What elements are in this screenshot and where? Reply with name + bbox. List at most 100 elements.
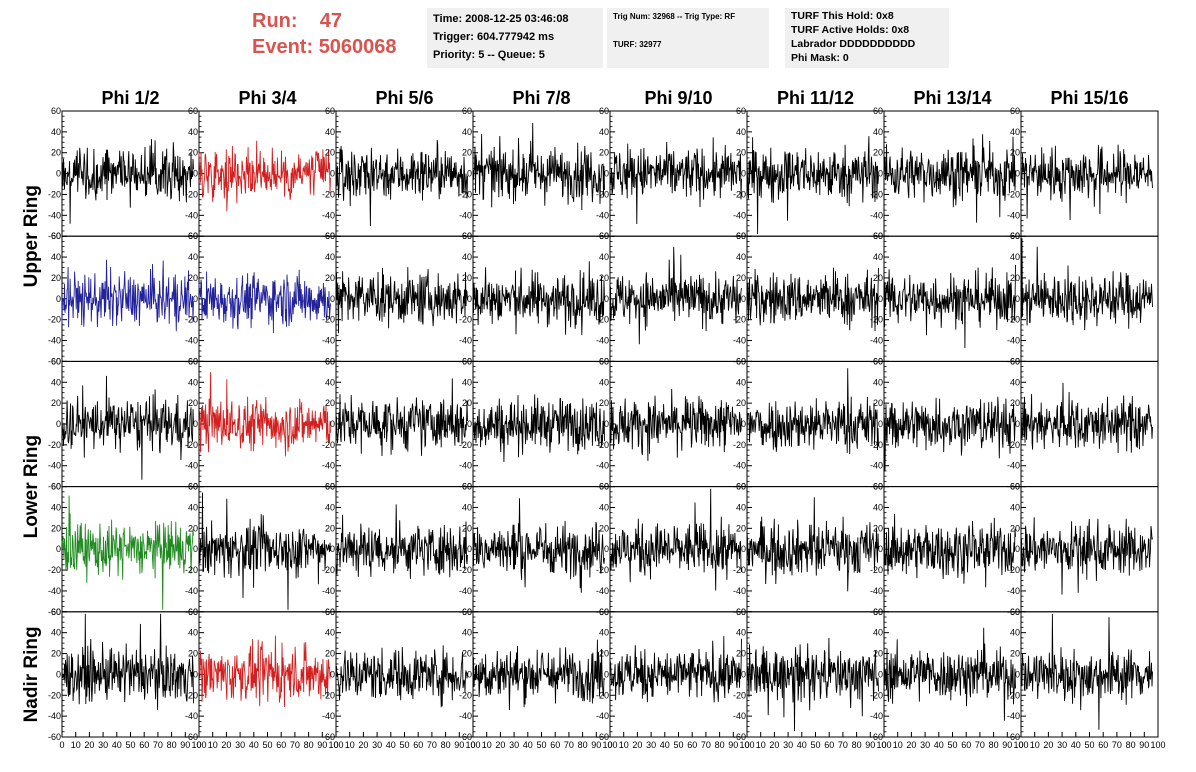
x-tick-label: 30: [783, 740, 793, 750]
x-tick-label: 60: [276, 740, 286, 750]
y-tick-label: 20: [462, 523, 472, 533]
y-tick-label: -40: [733, 711, 746, 721]
x-tick-label: 20: [1043, 740, 1053, 750]
y-tick-label: -40: [596, 586, 609, 596]
y-tick-label: -20: [733, 189, 746, 199]
y-tick-label: -20: [185, 189, 198, 199]
y-tick-label: -40: [48, 461, 61, 471]
y-tick-label: 40: [736, 252, 746, 262]
y-tick-label: -40: [733, 210, 746, 220]
y-tick-label: 20: [873, 523, 883, 533]
y-tick-label: 20: [1010, 649, 1020, 659]
x-tick-label: 90: [1002, 740, 1012, 750]
event-line: Event: 5060068: [252, 34, 397, 60]
x-tick-label: 20: [906, 740, 916, 750]
x-tick-label: 60: [961, 740, 971, 750]
waveform-trace: [609, 137, 742, 225]
priority-queue-text: Priority: 5 -- Queue: 5: [433, 49, 545, 61]
column-header: Phi 7/8: [512, 88, 570, 108]
row-group-label: Nadir Ring: [21, 626, 42, 722]
y-tick-label: -40: [322, 586, 335, 596]
x-tick-label: 90: [317, 740, 327, 750]
y-tick-label: -20: [1007, 690, 1020, 700]
y-tick-label: 60: [51, 356, 61, 366]
x-tick-label: 70: [564, 740, 574, 750]
y-tick-label: -20: [322, 315, 335, 325]
y-tick-label: 0: [467, 544, 472, 554]
y-tick-label: 40: [462, 502, 472, 512]
waveform-trace: [1020, 613, 1153, 730]
waveform-trace: [335, 645, 468, 708]
waveform-trace: [609, 246, 742, 345]
x-tick-label: 100: [1013, 740, 1028, 750]
labrador-text: Labrador DDDDDDDDDD: [791, 38, 916, 50]
x-tick-label: 40: [797, 740, 807, 750]
y-tick-label: 0: [193, 169, 198, 179]
y-tick-label: 40: [188, 377, 198, 387]
y-tick-label: 40: [873, 127, 883, 137]
y-tick-label: 60: [1010, 356, 1020, 366]
y-tick-label: 40: [736, 628, 746, 638]
y-tick-label: 60: [873, 231, 883, 241]
x-tick-label: 0: [59, 740, 64, 750]
waveform-trace: [335, 267, 468, 334]
waveform-trace: [746, 267, 879, 332]
x-tick-label: 90: [1139, 740, 1149, 750]
y-tick-label: 60: [325, 106, 335, 116]
y-tick-label: 40: [873, 628, 883, 638]
y-tick-label: 40: [51, 628, 61, 638]
waveform-trace: [746, 136, 879, 235]
y-tick-label: -40: [459, 336, 472, 346]
x-tick-label: 0: [607, 740, 612, 750]
y-tick-label: 20: [736, 649, 746, 659]
x-tick-label: 70: [1112, 740, 1122, 750]
y-tick-label: 20: [1010, 148, 1020, 158]
waveform-trace: [609, 488, 742, 591]
y-tick-label: 60: [462, 231, 472, 241]
x-tick-label: 90: [454, 740, 464, 750]
y-tick-label: 0: [56, 419, 61, 429]
y-tick-label: 40: [462, 628, 472, 638]
y-tick-label: 0: [1015, 669, 1020, 679]
x-tick-label: 40: [1071, 740, 1081, 750]
y-tick-label: 20: [462, 148, 472, 158]
y-tick-label: 60: [51, 607, 61, 617]
y-tick-label: -20: [733, 690, 746, 700]
y-tick-label: 60: [873, 106, 883, 116]
x-tick-label: 20: [84, 740, 94, 750]
y-tick-label: 20: [462, 273, 472, 283]
y-tick-label: 0: [56, 544, 61, 554]
x-tick-label: 100: [876, 740, 891, 750]
y-tick-label: 0: [741, 169, 746, 179]
y-tick-label: -40: [185, 336, 198, 346]
y-tick-label: 40: [325, 127, 335, 137]
y-tick-label: 0: [1015, 419, 1020, 429]
waveform-trace: [61, 259, 194, 332]
x-tick-label: 10: [619, 740, 629, 750]
event-value: 5060068: [318, 36, 397, 58]
y-tick-label: 20: [462, 649, 472, 659]
y-tick-label: 20: [51, 398, 61, 408]
x-tick-label: 90: [728, 740, 738, 750]
waveform-trace: [472, 639, 605, 711]
x-tick-label: 80: [441, 740, 451, 750]
y-tick-label: -40: [733, 586, 746, 596]
y-tick-label: 20: [51, 649, 61, 659]
y-tick-label: 60: [736, 356, 746, 366]
y-tick-label: 60: [325, 607, 335, 617]
y-tick-label: -20: [1007, 315, 1020, 325]
y-tick-label: 0: [1015, 169, 1020, 179]
x-tick-label: 50: [262, 740, 272, 750]
y-tick-label: -20: [185, 440, 198, 450]
x-tick-label: 70: [701, 740, 711, 750]
y-tick-label: 60: [873, 482, 883, 492]
y-tick-label: 60: [1010, 231, 1020, 241]
y-tick-label: -40: [459, 461, 472, 471]
x-tick-label: 10: [482, 740, 492, 750]
y-tick-label: 60: [1010, 106, 1020, 116]
waveform-trace: [746, 637, 879, 732]
waveform-trace: [472, 122, 605, 211]
y-tick-label: 20: [51, 148, 61, 158]
y-tick-label: 60: [462, 482, 472, 492]
y-tick-label: 40: [188, 252, 198, 262]
